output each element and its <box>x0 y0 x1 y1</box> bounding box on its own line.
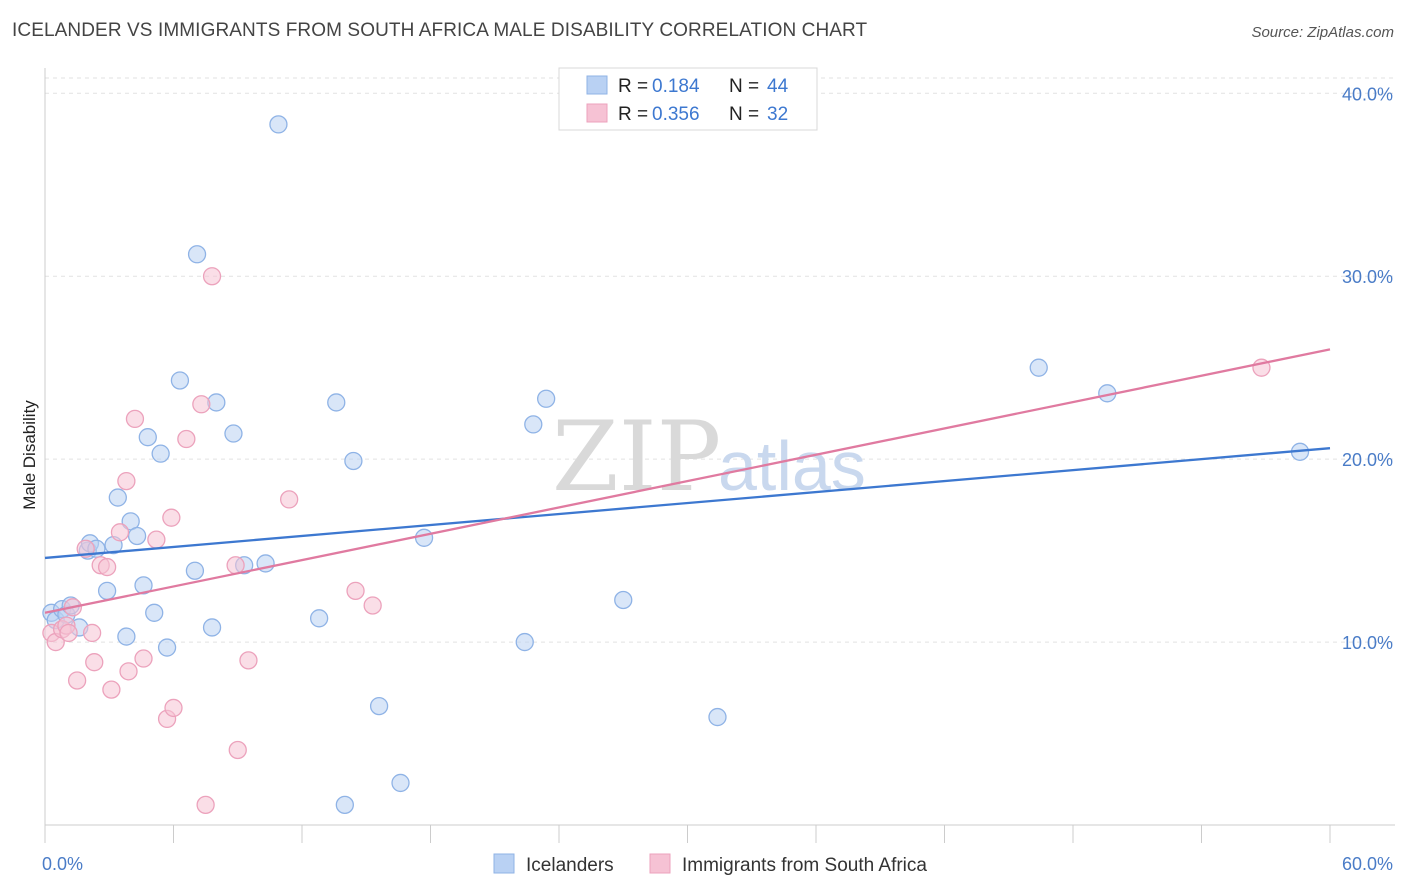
point-series0-30 <box>327 393 346 412</box>
point-series1-16 <box>125 409 145 429</box>
trend-line-series0 <box>44 447 1331 560</box>
point-series0-25 <box>224 424 243 443</box>
legend-r-label-2: R = <box>618 104 648 125</box>
point-series0-16 <box>138 428 157 447</box>
point-series0-32 <box>344 451 363 471</box>
point-series1-17 <box>134 649 153 668</box>
bottom-legend-swatch-blue <box>493 853 515 874</box>
point-series1-9 <box>85 653 104 672</box>
point-series0-36 <box>524 415 543 434</box>
y-tick-label-20: 20.0% <box>1342 450 1393 470</box>
bottom-legend: Icelanders Immigrants from South Africa <box>493 853 927 876</box>
legend-n-value-1: 44 <box>767 76 789 97</box>
point-series1-25 <box>202 267 222 286</box>
bottom-legend-label-icelanders: Icelanders <box>526 855 614 876</box>
point-series1-extra <box>346 581 365 601</box>
point-series0-22 <box>187 245 207 264</box>
legend-r-value-2: 0.356 <box>652 104 700 125</box>
point-series0-12 <box>117 627 136 646</box>
legend-swatch-blue <box>586 75 608 95</box>
data-points <box>42 115 1310 815</box>
point-series0-28 <box>269 115 288 134</box>
point-series0-41 <box>1029 358 1048 377</box>
y-axis-label: Male Disability <box>20 400 39 510</box>
point-series0-17 <box>145 603 164 622</box>
point-series1-22 <box>177 429 196 449</box>
point-series0-21 <box>185 561 205 580</box>
point-series1-21 <box>164 698 183 718</box>
point-series1-27 <box>228 740 247 760</box>
point-series0-29 <box>309 609 329 628</box>
trend-lines <box>44 348 1331 614</box>
point-series0-40 <box>708 707 727 727</box>
point-series1-29 <box>279 490 299 509</box>
bottom-legend-label-south-africa: Immigrants from South Africa <box>682 855 927 876</box>
point-series0-35 <box>414 528 434 547</box>
x-tick-label-0: 0.0% <box>42 854 83 874</box>
point-series1-23 <box>192 395 211 414</box>
point-series0-14 <box>127 526 147 546</box>
point-series0-31 <box>335 795 354 815</box>
point-series1-14 <box>117 471 136 491</box>
point-series1-8 <box>82 623 102 643</box>
point-series0-39 <box>614 590 633 610</box>
point-series1-30 <box>363 596 382 615</box>
watermark-zip: ZIP <box>552 401 721 513</box>
y-tick-label-40: 40.0% <box>1342 84 1393 104</box>
point-series0-37 <box>515 632 534 652</box>
y-tick-label-10: 10.0% <box>1342 633 1393 653</box>
x-tick-label-60: 60.0% <box>1342 854 1393 874</box>
point-series0-9 <box>97 581 117 601</box>
chart-title: ICELANDER VS IMMIGRANTS FROM SOUTH AFRIC… <box>12 20 868 41</box>
source-label: Source: ZipAtlas.com <box>1251 24 1394 41</box>
point-series1-20 <box>162 508 181 527</box>
point-series0-11 <box>108 488 127 507</box>
point-series1-24 <box>196 795 215 815</box>
point-series0-20 <box>170 371 190 390</box>
point-series0-24 <box>207 393 226 412</box>
axes <box>44 68 1395 843</box>
point-series1-13 <box>110 523 130 542</box>
y-tick-label-30: 30.0% <box>1342 267 1393 287</box>
tick-labels: 10.0% 20.0% 30.0% 40.0% 0.0% 60.0% <box>42 84 1393 874</box>
point-series0-15 <box>134 576 153 595</box>
point-series1-28 <box>239 651 258 670</box>
legend-n-value-2: 32 <box>767 104 788 125</box>
point-series1-11 <box>97 557 117 577</box>
legend-n-label-1: N = <box>729 76 759 97</box>
point-series1-12 <box>102 680 121 699</box>
point-series0-18 <box>151 444 170 463</box>
point-series0-19 <box>157 638 177 657</box>
point-series0-34 <box>391 773 410 793</box>
legend-swatch-pink <box>586 103 608 123</box>
point-series0-38 <box>537 389 556 408</box>
point-series1-6 <box>67 671 87 690</box>
point-series0-23 <box>202 618 222 637</box>
point-series1-26 <box>226 556 245 575</box>
legend-r-label-1: R = <box>618 76 648 97</box>
point-series1-15 <box>119 662 138 681</box>
point-series1-18 <box>147 530 166 549</box>
legend-n-label-2: N = <box>729 104 759 125</box>
bottom-legend-swatch-pink <box>649 853 671 874</box>
legend-r-value-1: 0.184 <box>652 76 700 97</box>
point-series0-33 <box>369 696 389 716</box>
trend-line-series1 <box>44 348 1331 614</box>
top-legend: R = 0.184 N = 44 R = 0.356 N = 32 <box>558 67 818 131</box>
watermark-atlas: atlas <box>718 427 866 505</box>
point-series1-4 <box>59 623 78 643</box>
